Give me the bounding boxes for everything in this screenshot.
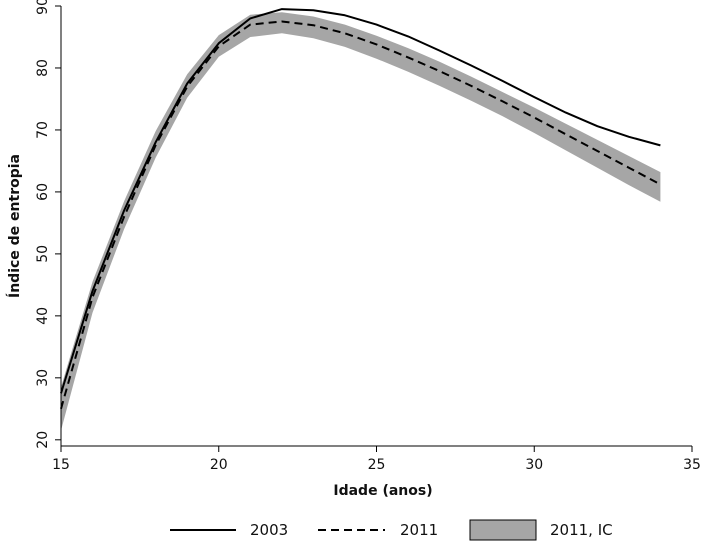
y-tick-label-90: 90 <box>35 0 51 15</box>
series-line-2011 <box>60 20 661 410</box>
ci-band-2011 <box>61 12 661 431</box>
x-tick-label-20: 20 <box>210 457 228 473</box>
legend-item-2011-ic: 2011, IC <box>469 519 613 541</box>
y-tick-label-20: 20 <box>35 431 51 449</box>
series-line-layer <box>60 8 661 410</box>
x-tick-label-15: 15 <box>52 457 70 473</box>
x-tick-label-30: 30 <box>525 457 543 473</box>
legend-swatch-2011-ic <box>469 519 537 541</box>
x-tick-label-35: 35 <box>683 457 701 473</box>
legend-label-2003: 2003 <box>250 521 288 539</box>
legend: 2003 2011 2011, IC <box>170 519 613 541</box>
y-tick-label-30: 30 <box>35 369 51 387</box>
y-ticks: 20 30 40 50 60 70 80 90 <box>35 0 61 449</box>
y-tick-label-70: 70 <box>35 121 51 139</box>
y-tick-label-40: 40 <box>35 307 51 325</box>
series-line-2003 <box>60 8 661 394</box>
y-tick-label-60: 60 <box>35 183 51 201</box>
y-tick-label-80: 80 <box>35 59 51 77</box>
x-ticks: 15 20 25 30 35 <box>52 446 701 473</box>
legend-item-2011: 2011 <box>318 521 438 539</box>
x-axis-title: Idade (anos) <box>333 483 432 499</box>
legend-label-2011-ic: 2011, IC <box>550 521 613 539</box>
y-axis-title: Índice de entropia <box>6 154 23 298</box>
y-tick-label-50: 50 <box>35 245 51 263</box>
x-tick-label-25: 25 <box>368 457 386 473</box>
ci-band-layer <box>61 12 661 431</box>
legend-item-2003: 2003 <box>170 521 288 539</box>
legend-label-2011: 2011 <box>400 521 438 539</box>
